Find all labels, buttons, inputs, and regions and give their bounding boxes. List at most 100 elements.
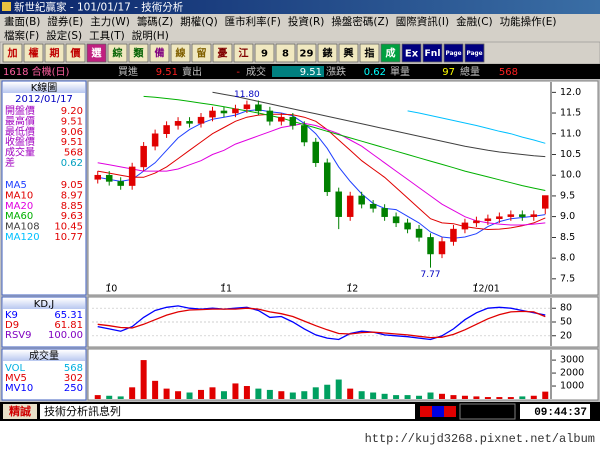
toolbar-label[interactable]: 江 <box>239 47 249 60</box>
toolbar-label[interactable]: 指 <box>365 47 375 60</box>
candle-body <box>496 216 503 219</box>
toolbar-button[interactable] <box>128 43 149 63</box>
volume-bar <box>209 387 216 399</box>
toolbar-button[interactable] <box>191 43 212 63</box>
clock: 09:44:37 <box>534 407 587 419</box>
menu-item[interactable]: 期權(Q) <box>180 16 217 28</box>
toolbar-label[interactable]: Ex <box>405 49 419 60</box>
toolbar-button[interactable] <box>422 43 443 63</box>
toolbar-label[interactable]: Page <box>467 51 483 57</box>
toolbar-label[interactable]: 期 <box>50 47 60 60</box>
toolbar-button[interactable] <box>401 43 422 63</box>
legend-name: MV10 <box>5 383 33 394</box>
toolbar-button[interactable] <box>86 43 107 63</box>
toolbar-button[interactable] <box>170 43 191 63</box>
menu-item[interactable]: 設定(S) <box>46 29 82 42</box>
toolbar-button[interactable] <box>338 43 359 63</box>
toolbar-button[interactable] <box>443 43 464 63</box>
menu-item[interactable]: 主力(W) <box>90 15 130 28</box>
ma-line <box>212 91 546 158</box>
ma-legend-name: MA10 <box>5 190 33 201</box>
toolbar-label[interactable]: 類 <box>133 47 145 60</box>
volume-bar <box>381 393 388 399</box>
menu-item[interactable]: 國際資訊(I) <box>396 15 449 28</box>
candle-body <box>163 125 170 135</box>
toolbar-button[interactable] <box>23 43 44 63</box>
candle-body <box>450 228 457 242</box>
quote-label: 漲跌 <box>326 65 346 78</box>
toolbar-button[interactable] <box>44 43 65 63</box>
menu-item[interactable]: 籌碼(Z) <box>137 15 173 28</box>
panel-header <box>3 82 85 93</box>
candle-body <box>346 195 354 217</box>
toolbar-label[interactable]: 興 <box>344 47 354 60</box>
toolbar-label[interactable]: 權 <box>29 47 39 60</box>
quote-symbol: 1618 合機(日) <box>3 65 70 78</box>
toolbar-button[interactable] <box>254 43 275 63</box>
toolbar-label[interactable]: 綜 <box>113 47 123 60</box>
quote-label: 買進 <box>118 66 138 78</box>
toolbar-button[interactable] <box>65 43 86 63</box>
legend-value: 65.31 <box>54 310 83 321</box>
menu-item[interactable]: 投資(R) <box>288 15 325 28</box>
toolbar-button[interactable] <box>317 43 338 63</box>
toolbar-button[interactable] <box>464 43 485 63</box>
y-tick-label: 20 <box>560 330 572 341</box>
toolbar-label[interactable]: 選 <box>91 47 103 60</box>
title-bar <box>0 0 600 14</box>
ma-line <box>97 122 546 226</box>
toolbar-button[interactable] <box>275 43 296 63</box>
quote-value: 9.51 <box>156 67 178 78</box>
candle-body <box>381 208 388 217</box>
toolbar-button[interactable] <box>212 43 233 63</box>
toolbar-label[interactable]: 憂 <box>218 48 228 60</box>
legend-name: VOL <box>5 363 26 374</box>
toolbar-label[interactable]: 8 <box>282 49 289 60</box>
quote-label: 成交 <box>246 65 266 78</box>
toolbar-label[interactable]: 備 <box>155 47 165 60</box>
toolbar-label[interactable]: Fnl <box>425 48 441 59</box>
toolbar-button[interactable] <box>296 43 317 63</box>
toolbar-label[interactable]: 留 <box>197 47 207 60</box>
toolbar-label[interactable]: 線 <box>176 47 186 60</box>
toolbar-button[interactable] <box>107 43 128 63</box>
menu-item[interactable]: 工具(T) <box>89 30 125 42</box>
candle-body <box>174 121 182 126</box>
toolbar-button[interactable] <box>380 43 401 63</box>
menu-item[interactable]: 說明(H) <box>132 30 169 42</box>
info-value: 9.20 <box>61 106 83 117</box>
volume-bar <box>335 379 342 399</box>
legend-value: 100.00 <box>48 330 83 341</box>
toolbar-label[interactable]: Page <box>446 51 462 57</box>
toolbar-button[interactable] <box>2 43 23 63</box>
volume-panel <box>87 348 599 401</box>
volume-bar <box>255 388 262 399</box>
volume-bar <box>312 387 319 399</box>
quote-label: 賣出 <box>182 65 202 78</box>
toolbar-button[interactable] <box>149 43 170 63</box>
volume-bar <box>220 391 227 399</box>
menu-item[interactable]: 畫面(B) <box>4 15 40 28</box>
toolbar-button[interactable] <box>359 43 380 63</box>
menu-item[interactable]: 檔案(F) <box>4 29 39 42</box>
toolbar-label[interactable]: 29 <box>300 49 314 60</box>
toolbar-label[interactable]: 加 <box>7 47 18 60</box>
toolbar-label[interactable]: 錶 <box>323 47 333 60</box>
toolbar-button[interactable] <box>233 43 254 63</box>
menu-item[interactable]: 匯市利率(F) <box>225 15 281 28</box>
menu-item[interactable]: 操盤密碼(Z) <box>331 15 388 28</box>
volume-bar <box>186 392 193 399</box>
candle-body <box>289 116 297 126</box>
menu-item[interactable]: 證券(E) <box>47 15 83 28</box>
toolbar-label[interactable]: 價 <box>70 47 82 60</box>
menu-item[interactable]: 功能操作(E) <box>500 15 557 28</box>
menu-bar <box>0 14 600 42</box>
candle-body <box>323 162 331 193</box>
volume-bar <box>129 387 136 399</box>
menu-item[interactable]: 金融(C) <box>456 15 493 28</box>
candle-body <box>117 181 124 186</box>
volume-bar <box>542 391 549 399</box>
candle-body <box>507 214 515 217</box>
toolbar-label[interactable]: 9 <box>261 49 268 60</box>
toolbar-label[interactable]: 成 <box>386 47 396 60</box>
